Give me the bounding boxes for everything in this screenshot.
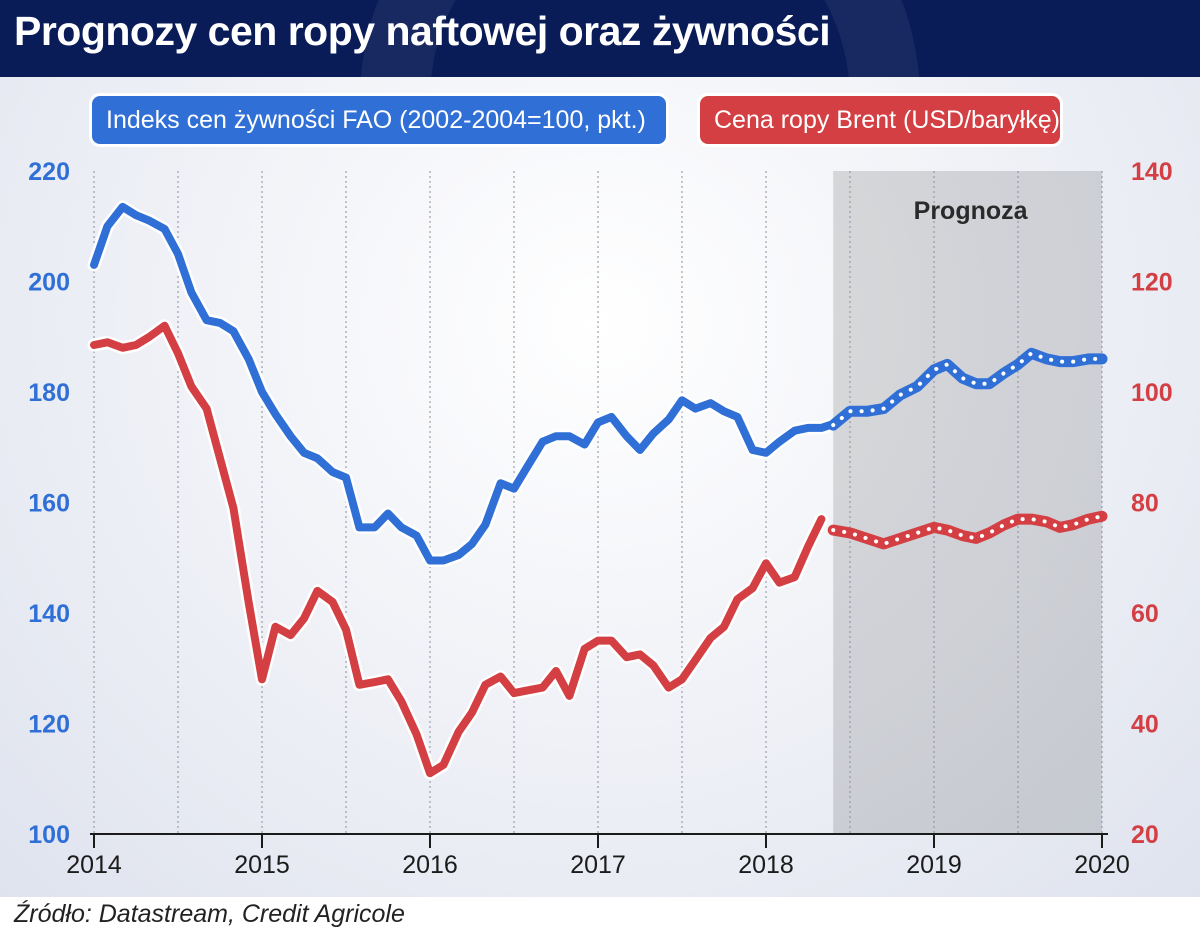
y-left-tick-label: 220: [28, 158, 70, 186]
chart-title: Prognozy cen ropy naftowej oraz żywności: [14, 8, 831, 54]
y-right-tick-label: 100: [1131, 379, 1173, 407]
series-brent-forecast-line: [827, 510, 1108, 550]
source-note: Źródło: Datastream, Credit Agricole: [14, 900, 405, 928]
x-tick-label: 2017: [570, 851, 626, 879]
y-left-tick-label: 120: [28, 711, 70, 739]
x-tick-label: 2016: [402, 851, 458, 879]
y-right-tick-label: 120: [1131, 269, 1173, 297]
y-left-tick-label: 100: [28, 821, 70, 849]
forecast-label: Prognoza: [914, 197, 1029, 225]
line-chart: Prognoza 2014 2015 2016 2017 2018 2019 2020 100 1…: [28, 158, 1173, 879]
y-right-tick-label: 40: [1131, 711, 1159, 739]
x-tick-label: 2014: [66, 851, 122, 879]
y-left-tick-label: 180: [28, 379, 70, 407]
y-right-tick-label: 60: [1131, 600, 1159, 628]
legend-entry-fao: Indeks cen żywności FAO (2002-2004=100, …: [92, 96, 666, 144]
y-left-tick-label: 200: [28, 269, 70, 297]
y-right-tick-label: 140: [1131, 158, 1173, 186]
forecast-region: [833, 171, 1102, 834]
y-left-tick-label: 160: [28, 490, 70, 518]
x-tick-label: 2015: [234, 851, 290, 879]
series-brent-line: [90, 321, 826, 778]
x-tick-label: 2020: [1074, 851, 1130, 879]
series-fao-outline: [87, 200, 837, 567]
y-right-tick-label: 80: [1131, 490, 1159, 518]
x-tick-label: 2018: [738, 851, 794, 879]
y-left-tick-label: 140: [28, 600, 70, 628]
series-fao-line: [90, 202, 834, 565]
series-fao-forecast-dots: [831, 351, 1104, 428]
y-right-tick-label: 20: [1131, 821, 1159, 849]
legend-entry-brent: Cena ropy Brent (USD/baryłkę): [700, 96, 1060, 144]
header-bar: Prognozy cen ropy naftowej oraz żywności: [0, 0, 1200, 77]
x-tick-label: 2019: [906, 851, 962, 879]
chart-background: [0, 77, 1200, 897]
